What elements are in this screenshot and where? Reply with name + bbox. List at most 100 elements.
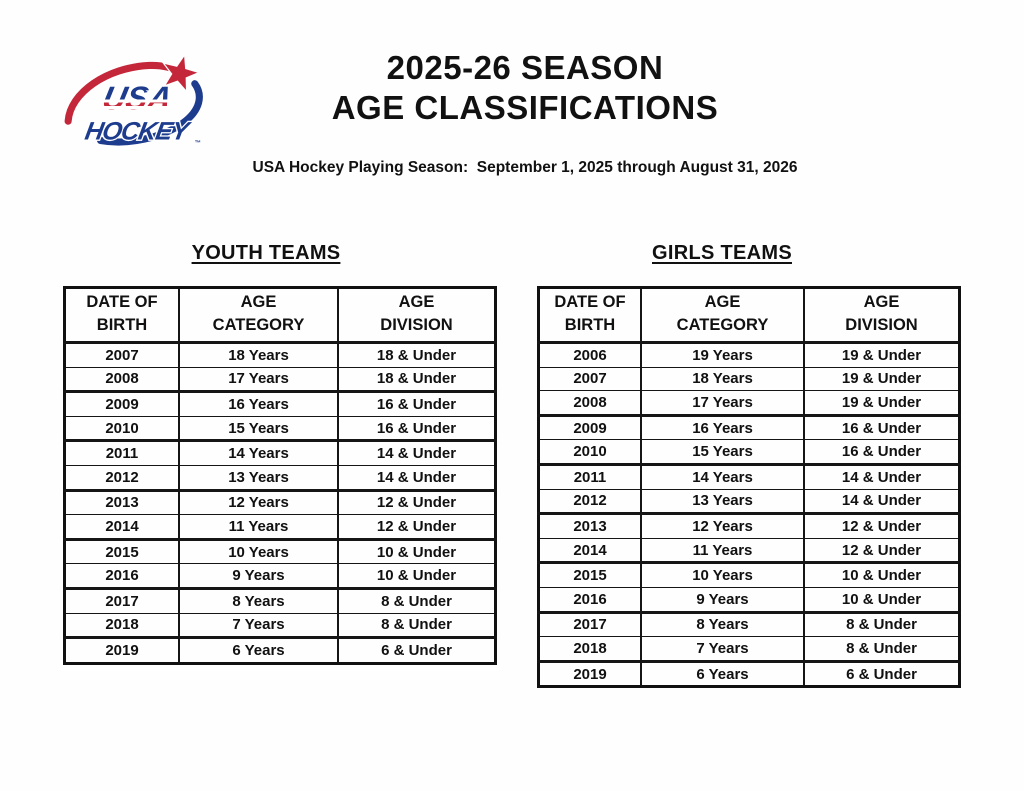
- dob-cell: 2011: [537, 462, 642, 490]
- dob-cell: 2007: [63, 342, 180, 368]
- dob-cell: 2007: [537, 366, 642, 392]
- division-cell: 12 & Under: [803, 512, 961, 539]
- category-cell: 16 Years: [640, 413, 805, 441]
- division-cell: 8 & Under: [803, 610, 961, 638]
- division-cell: 6 & Under: [803, 659, 961, 688]
- age-row: 2017 8 Years 8 & Under: [63, 586, 497, 614]
- division-cell: 16 & Under: [803, 439, 961, 465]
- dob-cell: 2006: [537, 342, 642, 368]
- youth-table-header: DATE OF BIRTH AGE CATEGORY AGE DIVISION: [63, 287, 497, 344]
- age-row: 2017 8 Years 8 & Under: [537, 610, 961, 638]
- dob-cell: 2015: [537, 561, 642, 588]
- division-cell: 18 & Under: [337, 366, 497, 393]
- category-cell: 10 Years: [640, 561, 805, 588]
- logo-usa-text: USA: [99, 79, 175, 116]
- age-row: 2018 7 Years 8 & Under: [537, 636, 961, 662]
- division-cell: 8 & Under: [337, 612, 497, 639]
- age-row: 2016 9 Years 10 & Under: [537, 586, 961, 613]
- age-row: 2014 11 Years 12 & Under: [63, 514, 497, 540]
- division-cell: 14 & Under: [337, 464, 497, 491]
- category-cell: 15 Years: [640, 439, 805, 465]
- dob-cell: 2009: [537, 413, 642, 441]
- age-row: 2011 14 Years 14 & Under: [63, 439, 497, 466]
- dob-cell: 2012: [537, 488, 642, 515]
- dob-cell: 2008: [63, 366, 180, 393]
- category-cell: 14 Years: [640, 462, 805, 490]
- column-header: AGE DIVISION: [337, 287, 497, 344]
- logo-hockey-text: HOCKEY: [83, 118, 193, 146]
- category-cell: 8 Years: [178, 586, 339, 614]
- logo-blue-swoosh: [96, 80, 203, 146]
- girls-age-table: DATE OF BIRTH AGE CATEGORY AGE DIVISION 2006 1…: [537, 286, 961, 689]
- division-cell: 19 & Under: [803, 390, 961, 416]
- division-cell: 12 & Under: [337, 488, 497, 516]
- dob-cell: 2015: [63, 537, 180, 565]
- age-row: 2009 16 Years 16 & Under: [537, 413, 961, 441]
- division-cell: 16 & Under: [337, 415, 497, 442]
- logo-usa-text-group: USA: [99, 79, 176, 116]
- column-header: AGE DIVISION: [803, 287, 961, 344]
- girls-teams-heading: GIRLS TEAMS: [652, 242, 792, 264]
- age-row: 2011 14 Years 14 & Under: [537, 462, 961, 490]
- dob-cell: 2010: [63, 415, 180, 442]
- dob-cell: 2019: [63, 636, 180, 664]
- division-cell: 16 & Under: [337, 390, 497, 417]
- division-cell: 19 & Under: [803, 366, 961, 392]
- age-row: 2010 15 Years 16 & Under: [537, 439, 961, 465]
- category-cell: 17 Years: [640, 390, 805, 416]
- category-cell: 9 Years: [640, 586, 805, 613]
- division-cell: 18 & Under: [337, 342, 497, 368]
- age-row: 2007 18 Years 19 & Under: [537, 366, 961, 392]
- youth-teams-section: YOUTH TEAMS DATE OF BIRTH AGE CATEGORY AGE DI…: [63, 242, 497, 665]
- youth-age-table: DATE OF BIRTH AGE CATEGORY AGE DIVISION 2007 1…: [63, 286, 497, 665]
- age-row: 2014 11 Years 12 & Under: [537, 537, 961, 564]
- dob-cell: 2016: [537, 586, 642, 613]
- age-row: 2015 10 Years 10 & Under: [63, 537, 497, 565]
- dob-cell: 2019: [537, 659, 642, 688]
- division-cell: 8 & Under: [803, 636, 961, 662]
- category-cell: 7 Years: [640, 636, 805, 662]
- girls-teams-section: GIRLS TEAMS DATE OF BIRTH AGE CATEGORY AGE DI…: [537, 242, 961, 689]
- category-cell: 15 Years: [178, 415, 339, 442]
- youth-teams-heading: YOUTH TEAMS: [191, 242, 341, 264]
- age-row: 2019 6 Years 6 & Under: [537, 659, 961, 688]
- category-cell: 6 Years: [178, 636, 339, 664]
- tables-container: YOUTH TEAMS DATE OF BIRTH AGE CATEGORY AGE DI…: [63, 242, 961, 689]
- category-cell: 12 Years: [178, 488, 339, 516]
- division-cell: 16 & Under: [803, 413, 961, 441]
- category-cell: 17 Years: [178, 366, 339, 393]
- division-cell: 12 & Under: [803, 537, 961, 564]
- category-cell: 13 Years: [178, 464, 339, 491]
- category-cell: 12 Years: [640, 512, 805, 539]
- logo-trademark: ™: [195, 140, 201, 147]
- age-row: 2008 17 Years 18 & Under: [63, 366, 497, 393]
- dob-cell: 2016: [63, 563, 180, 589]
- dob-cell: 2013: [63, 488, 180, 516]
- category-cell: 19 Years: [640, 342, 805, 368]
- dob-cell: 2014: [63, 514, 180, 540]
- division-cell: 14 & Under: [803, 488, 961, 515]
- girls-table-header: DATE OF BIRTH AGE CATEGORY AGE DIVISION: [537, 287, 961, 344]
- girls-table-body: 2006 19 Years 19 & Under 2007 18 Years 19 & U…: [537, 342, 961, 688]
- division-cell: 8 & Under: [337, 586, 497, 614]
- season-dates-subtitle: USA Hockey Playing Season: September 1, …: [252, 159, 798, 176]
- age-row: 2016 9 Years 10 & Under: [63, 563, 497, 589]
- usa-hockey-logo-graphic: USA HOCKEY ™: [64, 53, 203, 147]
- dob-cell: 2009: [63, 390, 180, 417]
- division-cell: 10 & Under: [337, 537, 497, 565]
- age-row: 2012 13 Years 14 & Under: [63, 464, 497, 491]
- dob-cell: 2017: [63, 586, 180, 614]
- age-row: 2018 7 Years 8 & Under: [63, 612, 497, 639]
- age-row: 2019 6 Years 6 & Under: [63, 636, 497, 664]
- dob-cell: 2013: [537, 512, 642, 539]
- title-line1: 2025-26 SEASON: [386, 49, 664, 86]
- category-cell: 9 Years: [178, 563, 339, 589]
- category-cell: 13 Years: [640, 488, 805, 515]
- category-cell: 7 Years: [178, 612, 339, 639]
- division-cell: 14 & Under: [337, 439, 497, 466]
- dob-cell: 2017: [537, 610, 642, 638]
- dob-cell: 2018: [63, 612, 180, 639]
- category-cell: 16 Years: [178, 390, 339, 417]
- header-row: DATE OF BIRTH AGE CATEGORY AGE DIVISION: [63, 287, 497, 344]
